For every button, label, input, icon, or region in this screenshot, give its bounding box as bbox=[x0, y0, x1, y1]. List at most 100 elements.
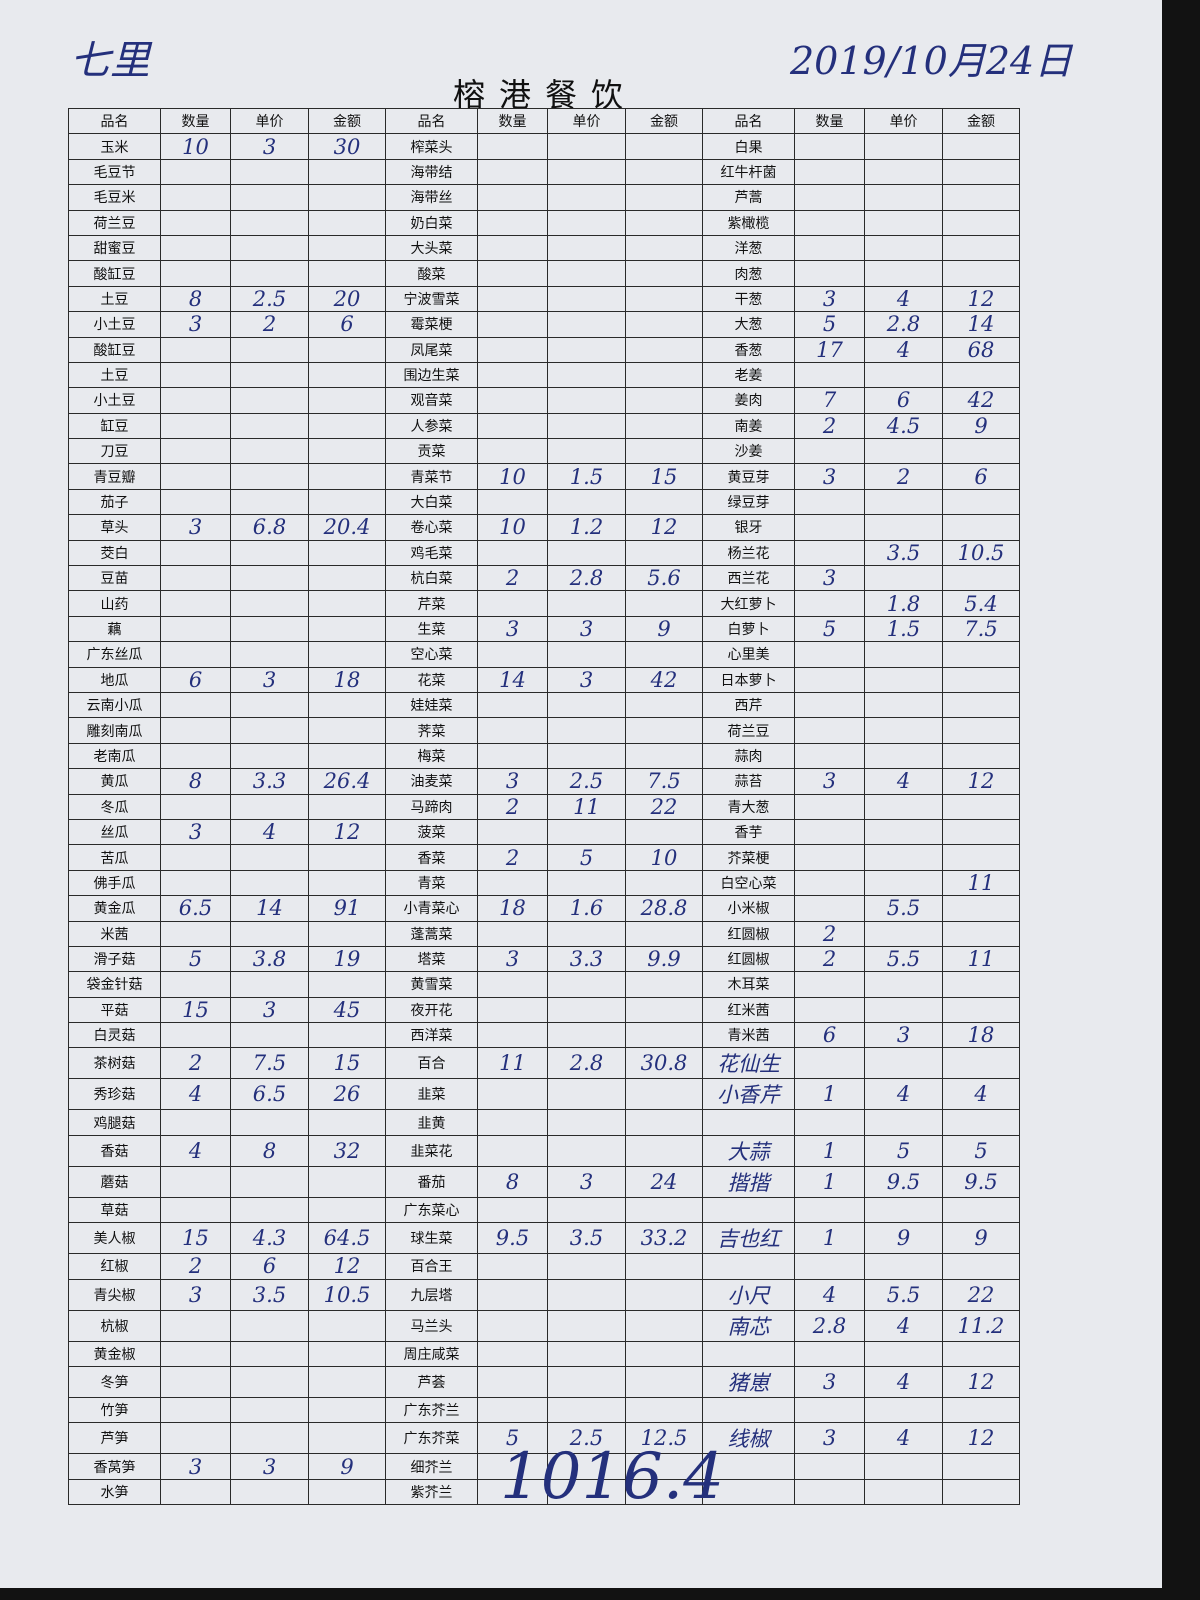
item-name: 海带丝 bbox=[385, 184, 478, 211]
item-name: 奶白菜 bbox=[385, 209, 478, 236]
table-row: 米茜 蓬蒿菜 红圆椒 2 bbox=[68, 920, 1020, 947]
table-row: 缸豆 人参菜 南姜 2 4.5 9 bbox=[68, 412, 1020, 440]
item-name bbox=[702, 1109, 795, 1136]
entry-cell bbox=[547, 641, 626, 668]
entry-cell bbox=[864, 1340, 943, 1368]
entry-cell bbox=[230, 184, 309, 211]
entry-cell bbox=[547, 311, 626, 338]
table-row: 芦笋 广东芥菜 5 2.5 12.5 线椒 3 4 12 bbox=[68, 1422, 1020, 1455]
entry-cell: 7 bbox=[794, 387, 865, 414]
entry-cell bbox=[308, 1022, 386, 1049]
entry-cell: 4 bbox=[160, 1078, 231, 1111]
item-name: 观音菜 bbox=[385, 387, 478, 414]
entry-cell: 11.2 bbox=[942, 1309, 1020, 1342]
item-name: 小土豆 bbox=[68, 311, 161, 338]
item-name: 黄雪菜 bbox=[385, 971, 478, 998]
item-name: 蒜苔 bbox=[702, 768, 795, 795]
table-row: 茄子 大白菜 绿豆芽 bbox=[68, 488, 1020, 516]
entry-cell bbox=[160, 1196, 231, 1224]
entry-cell: 3 bbox=[160, 311, 231, 338]
table-row: 地瓜 6 3 18 花菜 14 3 42 日本萝卜 bbox=[68, 666, 1020, 693]
entry-cell bbox=[625, 387, 703, 414]
entry-cell bbox=[547, 488, 626, 516]
item-name: 香菜 bbox=[385, 844, 478, 871]
entry-cell: 5.5 bbox=[864, 895, 943, 922]
item-name: 木耳菜 bbox=[702, 971, 795, 998]
entry-cell: 11 bbox=[477, 1047, 548, 1080]
entry-cell bbox=[794, 1047, 865, 1080]
entry-cell: 22 bbox=[942, 1278, 1020, 1311]
entry-cell bbox=[477, 742, 548, 770]
item-name: 雕刻南瓜 bbox=[68, 717, 161, 744]
entry-cell bbox=[308, 793, 386, 820]
item-name: 马蹄肉 bbox=[385, 793, 478, 820]
entry-cell: 20.4 bbox=[308, 514, 386, 541]
table-row: 红椒 2 6 12 百合王 bbox=[68, 1253, 1020, 1280]
entry-cell bbox=[942, 158, 1020, 186]
entry-cell: 2 bbox=[794, 920, 865, 947]
entry-cell bbox=[625, 590, 703, 617]
entry-cell: 4 bbox=[864, 285, 943, 313]
entry-cell bbox=[794, 539, 865, 567]
item-name: 杭白菜 bbox=[385, 565, 478, 592]
entry-cell bbox=[794, 361, 865, 389]
entry-cell bbox=[477, 387, 548, 414]
entry-cell bbox=[942, 1196, 1020, 1224]
entry-cell bbox=[864, 209, 943, 236]
table-row: 土豆 围边生菜 老姜 bbox=[68, 361, 1020, 389]
entry-cell bbox=[625, 209, 703, 236]
item-name: 吉也红 bbox=[702, 1222, 795, 1255]
table-row: 香菇 4 8 32 韭菜花 大蒜 1 5 5 bbox=[68, 1134, 1020, 1167]
entry-cell: 15 bbox=[160, 996, 231, 1024]
entry-cell bbox=[864, 260, 943, 287]
entry-cell bbox=[230, 463, 309, 490]
entry-cell bbox=[308, 336, 386, 363]
entry-cell bbox=[547, 1253, 626, 1280]
column-header: 金额 bbox=[308, 107, 386, 135]
entry-cell bbox=[230, 438, 309, 465]
entry-cell bbox=[794, 209, 865, 236]
entry-cell bbox=[477, 1397, 548, 1424]
item-name: 蓬蒿菜 bbox=[385, 920, 478, 947]
entry-cell: 33.2 bbox=[625, 1222, 703, 1255]
entry-cell: 10.5 bbox=[308, 1278, 386, 1311]
entry-cell bbox=[160, 488, 231, 516]
entry-cell: 4 bbox=[864, 336, 943, 363]
entry-cell: 68 bbox=[942, 336, 1020, 363]
entry-cell bbox=[547, 869, 626, 897]
entry-cell: 6 bbox=[160, 666, 231, 693]
entry-cell bbox=[547, 1366, 626, 1399]
item-name: 小香芹 bbox=[702, 1078, 795, 1111]
item-name: 卷心菜 bbox=[385, 514, 478, 541]
item-name: 大头菜 bbox=[385, 234, 478, 262]
item-name: 韭菜花 bbox=[385, 1134, 478, 1167]
entry-cell bbox=[308, 209, 386, 236]
entry-cell bbox=[477, 336, 548, 363]
item-name: 肉葱 bbox=[702, 260, 795, 287]
table-row: 甜蜜豆 大头菜 洋葱 bbox=[68, 234, 1020, 262]
entry-cell bbox=[942, 184, 1020, 211]
entry-cell: 4 bbox=[864, 768, 943, 795]
entry-cell: 24 bbox=[625, 1165, 703, 1198]
entry-cell bbox=[547, 438, 626, 465]
table-row: 青豆瓣 青菜节 10 1.5 15 黄豆芽 3 2 6 bbox=[68, 463, 1020, 490]
item-name: 美人椒 bbox=[68, 1222, 161, 1255]
entry-cell: 4 bbox=[864, 1366, 943, 1399]
entry-cell: 1.5 bbox=[547, 463, 626, 490]
entry-cell bbox=[477, 641, 548, 668]
entry-cell: 9.9 bbox=[625, 945, 703, 973]
entry-cell bbox=[942, 666, 1020, 693]
entry-cell: 3 bbox=[477, 615, 548, 643]
entry-cell bbox=[230, 361, 309, 389]
entry-cell bbox=[794, 438, 865, 465]
entry-cell bbox=[864, 158, 943, 186]
item-name: 佛手瓜 bbox=[68, 869, 161, 897]
entry-cell bbox=[230, 387, 309, 414]
entry-cell: 42 bbox=[625, 666, 703, 693]
table-row: 草头 3 6.8 20.4 卷心菜 10 1.2 12 银牙 bbox=[68, 514, 1020, 541]
item-name: 韭菜 bbox=[385, 1078, 478, 1111]
entry-cell bbox=[308, 488, 386, 516]
entry-cell: 4 bbox=[794, 1278, 865, 1311]
entry-cell: 3 bbox=[230, 666, 309, 693]
item-name: 梅菜 bbox=[385, 742, 478, 770]
